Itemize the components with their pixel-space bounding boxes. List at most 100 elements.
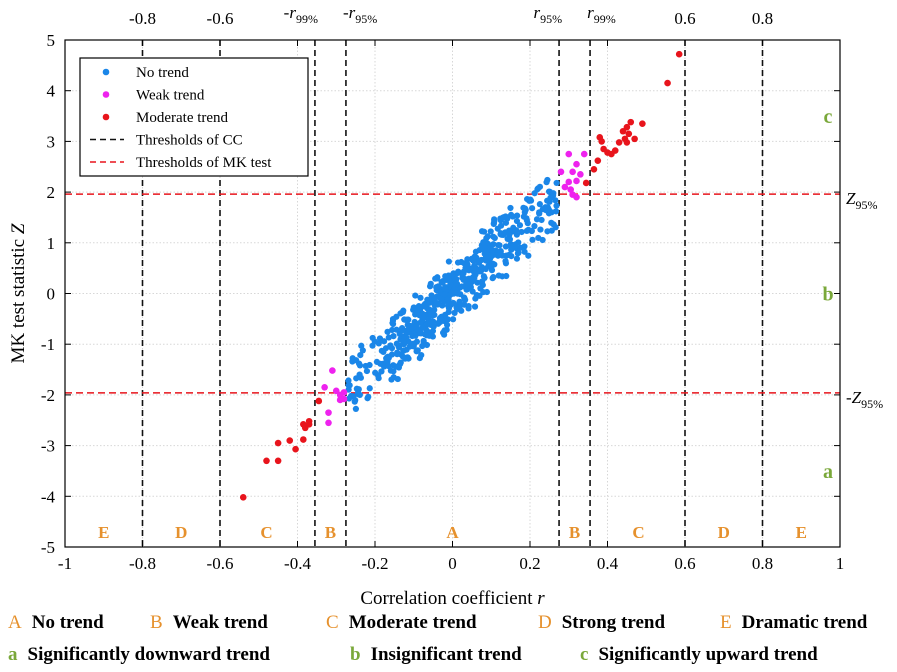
no-trend-point <box>397 359 404 366</box>
no-trend-point <box>455 303 463 311</box>
no-trend-point <box>384 328 391 335</box>
top-r-threshold-label: -r99% <box>284 3 318 26</box>
no-trend-point <box>430 323 437 330</box>
no-trend-point <box>400 347 407 354</box>
caption-b-lower: b Insignificant trend <box>350 644 522 665</box>
weak-trend-point <box>573 160 580 168</box>
moderate-trend-point <box>315 397 323 405</box>
no-trend-point <box>394 349 401 356</box>
caption-d-upper: D Strong trend <box>538 612 666 633</box>
x-tick-label: -0.2 <box>362 554 389 573</box>
no-trend-point <box>447 281 454 288</box>
moderate-trend-point <box>619 127 627 135</box>
no-trend-point <box>456 298 463 305</box>
no-trend-point <box>433 275 441 282</box>
no-trend-point <box>521 248 528 255</box>
no-trend-point <box>461 301 468 308</box>
no-trend-point <box>516 222 524 229</box>
weak-trend-point <box>569 168 576 176</box>
trend-zone-label: C <box>632 523 644 542</box>
no-trend-point <box>346 395 353 402</box>
no-trend-point <box>502 257 509 265</box>
moderate-trend-point <box>675 50 683 58</box>
no-trend-point <box>552 197 559 204</box>
moderate-trend-point <box>623 139 631 146</box>
moderate-trend-point <box>604 149 611 156</box>
moderate-trend-point <box>300 436 307 443</box>
significance-caption: a Significantly downward trend b Insignifi… <box>0 644 897 670</box>
no-trend-point <box>413 348 420 355</box>
weak-trend-point <box>325 409 332 416</box>
right-z-threshold-label: Z95% <box>846 189 877 212</box>
no-trend-point <box>443 321 451 328</box>
no-trend-point <box>528 227 535 235</box>
moderate-trend-point <box>664 79 671 87</box>
caption-c-lower: c Significantly upward trend <box>580 644 818 665</box>
moderate-trend-point <box>239 494 247 501</box>
no-trend-point <box>395 364 402 371</box>
no-trend-point <box>433 284 440 291</box>
no-trend-point <box>520 213 527 220</box>
weak-trend-point <box>340 389 348 396</box>
no-trend-point <box>514 212 521 219</box>
weak-trend-point <box>557 168 565 176</box>
no-trend-point <box>441 285 448 292</box>
no-trend-point <box>377 360 384 367</box>
no-trend-point <box>454 259 462 266</box>
no-trend-point <box>390 368 397 375</box>
right-z-threshold-label: -Z95% <box>846 388 883 411</box>
no-trend-point <box>404 321 411 328</box>
caption-b-upper: B Weak trend <box>150 612 268 633</box>
no-trend-point <box>451 309 458 316</box>
legend-label: No trend <box>136 65 189 81</box>
no-trend-point <box>502 243 509 250</box>
legend-marker <box>102 91 110 98</box>
no-trend-point <box>512 228 519 235</box>
x-tick-label: -1 <box>58 554 72 573</box>
no-trend-point <box>409 340 417 347</box>
no-trend-point <box>385 334 392 341</box>
no-trend-point <box>441 291 448 298</box>
y-tick-label: -3 <box>41 437 55 456</box>
no-trend-point <box>356 362 364 369</box>
no-trend-point <box>471 253 478 260</box>
no-trend-point <box>450 270 457 277</box>
no-trend-point <box>497 248 504 255</box>
no-trend-point <box>419 342 426 350</box>
no-trend-point <box>399 326 406 334</box>
no-trend-point <box>452 276 459 283</box>
no-trend-point <box>445 308 452 316</box>
moderate-trend-point <box>627 118 635 126</box>
no-trend-point <box>538 216 545 224</box>
significance-zone-label: c <box>824 106 833 128</box>
no-trend-point <box>514 250 521 257</box>
no-trend-point <box>383 355 390 362</box>
no-trend-point <box>478 264 486 271</box>
moderate-trend-point <box>625 130 633 138</box>
x-tick-label: 0.4 <box>597 554 619 573</box>
no-trend-point <box>345 382 352 389</box>
no-trend-point <box>420 314 427 321</box>
no-trend-point <box>419 324 426 331</box>
no-trend-point <box>390 374 397 381</box>
no-trend-point <box>490 219 498 227</box>
no-trend-point <box>417 294 424 301</box>
no-trend-point <box>471 303 479 310</box>
trend-zone-label: C <box>260 523 272 542</box>
no-trend-point <box>521 243 528 250</box>
no-trend-point <box>465 285 472 292</box>
significance-zone-label: b <box>822 284 833 306</box>
y-tick-label: -1 <box>41 335 55 354</box>
no-trend-point <box>491 234 498 242</box>
no-trend-point <box>497 231 504 238</box>
no-trend-point <box>507 204 514 212</box>
x-tick-label: 0.6 <box>674 554 695 573</box>
no-trend-point <box>529 236 536 243</box>
no-trend-point <box>543 207 550 214</box>
x-tick-label: 0.2 <box>519 554 540 573</box>
no-trend-point <box>393 326 400 333</box>
legend-label: Moderate trend <box>136 110 229 126</box>
no-trend-point <box>357 351 364 359</box>
no-trend-point <box>389 326 396 334</box>
